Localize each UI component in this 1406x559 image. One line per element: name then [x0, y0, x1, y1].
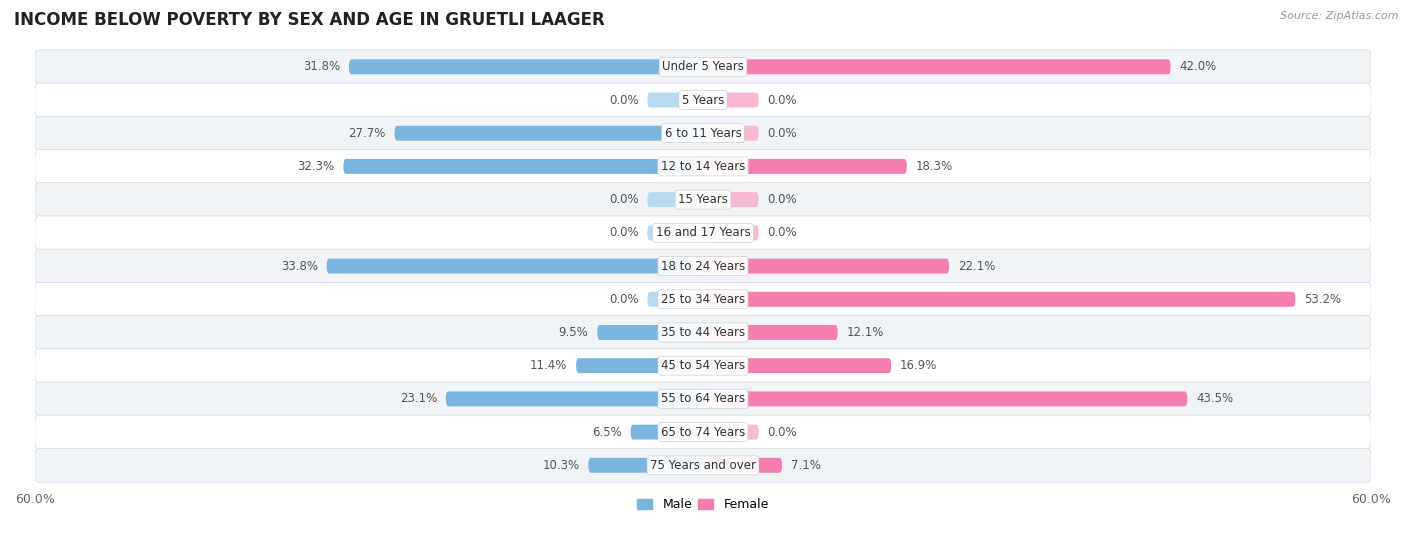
FancyBboxPatch shape [703, 325, 838, 340]
Text: 18.3%: 18.3% [915, 160, 953, 173]
Text: 6.5%: 6.5% [592, 425, 621, 439]
Text: 27.7%: 27.7% [349, 127, 385, 140]
FancyBboxPatch shape [326, 259, 703, 273]
Text: 45 to 54 Years: 45 to 54 Years [661, 359, 745, 372]
FancyBboxPatch shape [35, 415, 1371, 449]
Text: 12 to 14 Years: 12 to 14 Years [661, 160, 745, 173]
Text: 6 to 11 Years: 6 to 11 Years [665, 127, 741, 140]
FancyBboxPatch shape [647, 292, 703, 307]
FancyBboxPatch shape [703, 259, 949, 273]
Text: 25 to 34 Years: 25 to 34 Years [661, 293, 745, 306]
Text: 16.9%: 16.9% [900, 359, 938, 372]
FancyBboxPatch shape [703, 126, 759, 141]
FancyBboxPatch shape [349, 59, 703, 74]
FancyBboxPatch shape [35, 382, 1371, 416]
Text: 75 Years and over: 75 Years and over [650, 459, 756, 472]
FancyBboxPatch shape [703, 159, 907, 174]
FancyBboxPatch shape [576, 358, 703, 373]
FancyBboxPatch shape [343, 159, 703, 174]
Text: 32.3%: 32.3% [297, 160, 335, 173]
Text: 0.0%: 0.0% [768, 425, 797, 439]
FancyBboxPatch shape [35, 149, 1371, 183]
FancyBboxPatch shape [446, 391, 703, 406]
FancyBboxPatch shape [35, 448, 1371, 482]
FancyBboxPatch shape [35, 183, 1371, 216]
Text: 10.3%: 10.3% [543, 459, 579, 472]
FancyBboxPatch shape [631, 425, 703, 439]
FancyBboxPatch shape [703, 192, 759, 207]
Text: 0.0%: 0.0% [609, 293, 638, 306]
FancyBboxPatch shape [703, 391, 1187, 406]
FancyBboxPatch shape [703, 358, 891, 373]
Text: 9.5%: 9.5% [558, 326, 588, 339]
FancyBboxPatch shape [588, 458, 703, 473]
FancyBboxPatch shape [35, 216, 1371, 250]
Text: 43.5%: 43.5% [1197, 392, 1233, 405]
FancyBboxPatch shape [703, 225, 759, 240]
FancyBboxPatch shape [647, 93, 703, 107]
FancyBboxPatch shape [35, 282, 1371, 316]
FancyBboxPatch shape [703, 59, 1171, 74]
Text: 11.4%: 11.4% [530, 359, 567, 372]
FancyBboxPatch shape [703, 458, 782, 473]
Text: 42.0%: 42.0% [1180, 60, 1216, 73]
FancyBboxPatch shape [35, 249, 1371, 283]
Text: 65 to 74 Years: 65 to 74 Years [661, 425, 745, 439]
Text: 0.0%: 0.0% [768, 226, 797, 239]
Text: 0.0%: 0.0% [609, 193, 638, 206]
FancyBboxPatch shape [647, 192, 703, 207]
Legend: Male, Female: Male, Female [633, 494, 773, 517]
Text: 55 to 64 Years: 55 to 64 Years [661, 392, 745, 405]
FancyBboxPatch shape [35, 116, 1371, 150]
FancyBboxPatch shape [35, 50, 1371, 84]
FancyBboxPatch shape [703, 292, 1295, 307]
Text: 22.1%: 22.1% [957, 259, 995, 273]
Text: 16 and 17 Years: 16 and 17 Years [655, 226, 751, 239]
Text: 12.1%: 12.1% [846, 326, 884, 339]
Text: 0.0%: 0.0% [609, 226, 638, 239]
FancyBboxPatch shape [703, 425, 759, 439]
Text: 23.1%: 23.1% [399, 392, 437, 405]
Text: Under 5 Years: Under 5 Years [662, 60, 744, 73]
Text: 0.0%: 0.0% [768, 193, 797, 206]
Text: 35 to 44 Years: 35 to 44 Years [661, 326, 745, 339]
Text: 31.8%: 31.8% [302, 60, 340, 73]
Text: 33.8%: 33.8% [281, 259, 318, 273]
FancyBboxPatch shape [647, 225, 703, 240]
FancyBboxPatch shape [35, 349, 1371, 382]
FancyBboxPatch shape [35, 315, 1371, 349]
Text: 0.0%: 0.0% [609, 93, 638, 107]
Text: 7.1%: 7.1% [792, 459, 821, 472]
FancyBboxPatch shape [395, 126, 703, 141]
Text: 18 to 24 Years: 18 to 24 Years [661, 259, 745, 273]
FancyBboxPatch shape [35, 83, 1371, 117]
Text: 15 Years: 15 Years [678, 193, 728, 206]
Text: 5 Years: 5 Years [682, 93, 724, 107]
Text: INCOME BELOW POVERTY BY SEX AND AGE IN GRUETLI LAAGER: INCOME BELOW POVERTY BY SEX AND AGE IN G… [14, 11, 605, 29]
Text: 53.2%: 53.2% [1305, 293, 1341, 306]
Text: 0.0%: 0.0% [768, 127, 797, 140]
FancyBboxPatch shape [703, 93, 759, 107]
FancyBboxPatch shape [598, 325, 703, 340]
Text: 0.0%: 0.0% [768, 93, 797, 107]
Text: Source: ZipAtlas.com: Source: ZipAtlas.com [1281, 11, 1399, 21]
